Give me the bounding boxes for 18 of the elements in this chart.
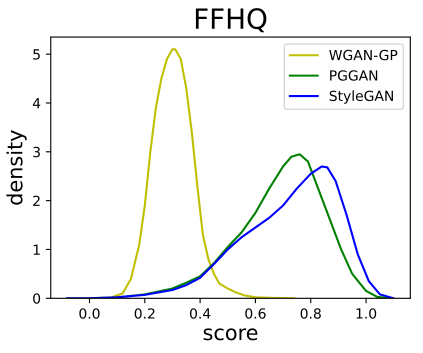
y-tick-label: 2 (33, 196, 40, 206)
x-tick-label: 1.0 (356, 308, 376, 319)
y-tick-label: 4 (32, 98, 40, 108)
x-tick-label: 0.6 (245, 308, 266, 319)
chart-title: FFHQ (196, 8, 266, 32)
legend-label: StyleGAN (330, 90, 393, 104)
y-axis-title: density (6, 130, 27, 205)
y-tick-label: 3 (33, 146, 40, 158)
x-tick-label: 0.0 (79, 308, 100, 319)
y-tick-label: 1 (34, 244, 40, 255)
x-axis-title: score (204, 328, 258, 340)
x-tick-label: 0.2 (134, 308, 154, 319)
y-tick-label: 0 (33, 293, 40, 304)
x-tick-label: 0.8 (300, 308, 321, 319)
y-tick-label: 5 (33, 49, 40, 60)
legend-label: WGAN-GP (329, 50, 398, 60)
legend-label: PGGAN (330, 70, 378, 81)
x-tick-label: 0.4 (190, 308, 210, 319)
